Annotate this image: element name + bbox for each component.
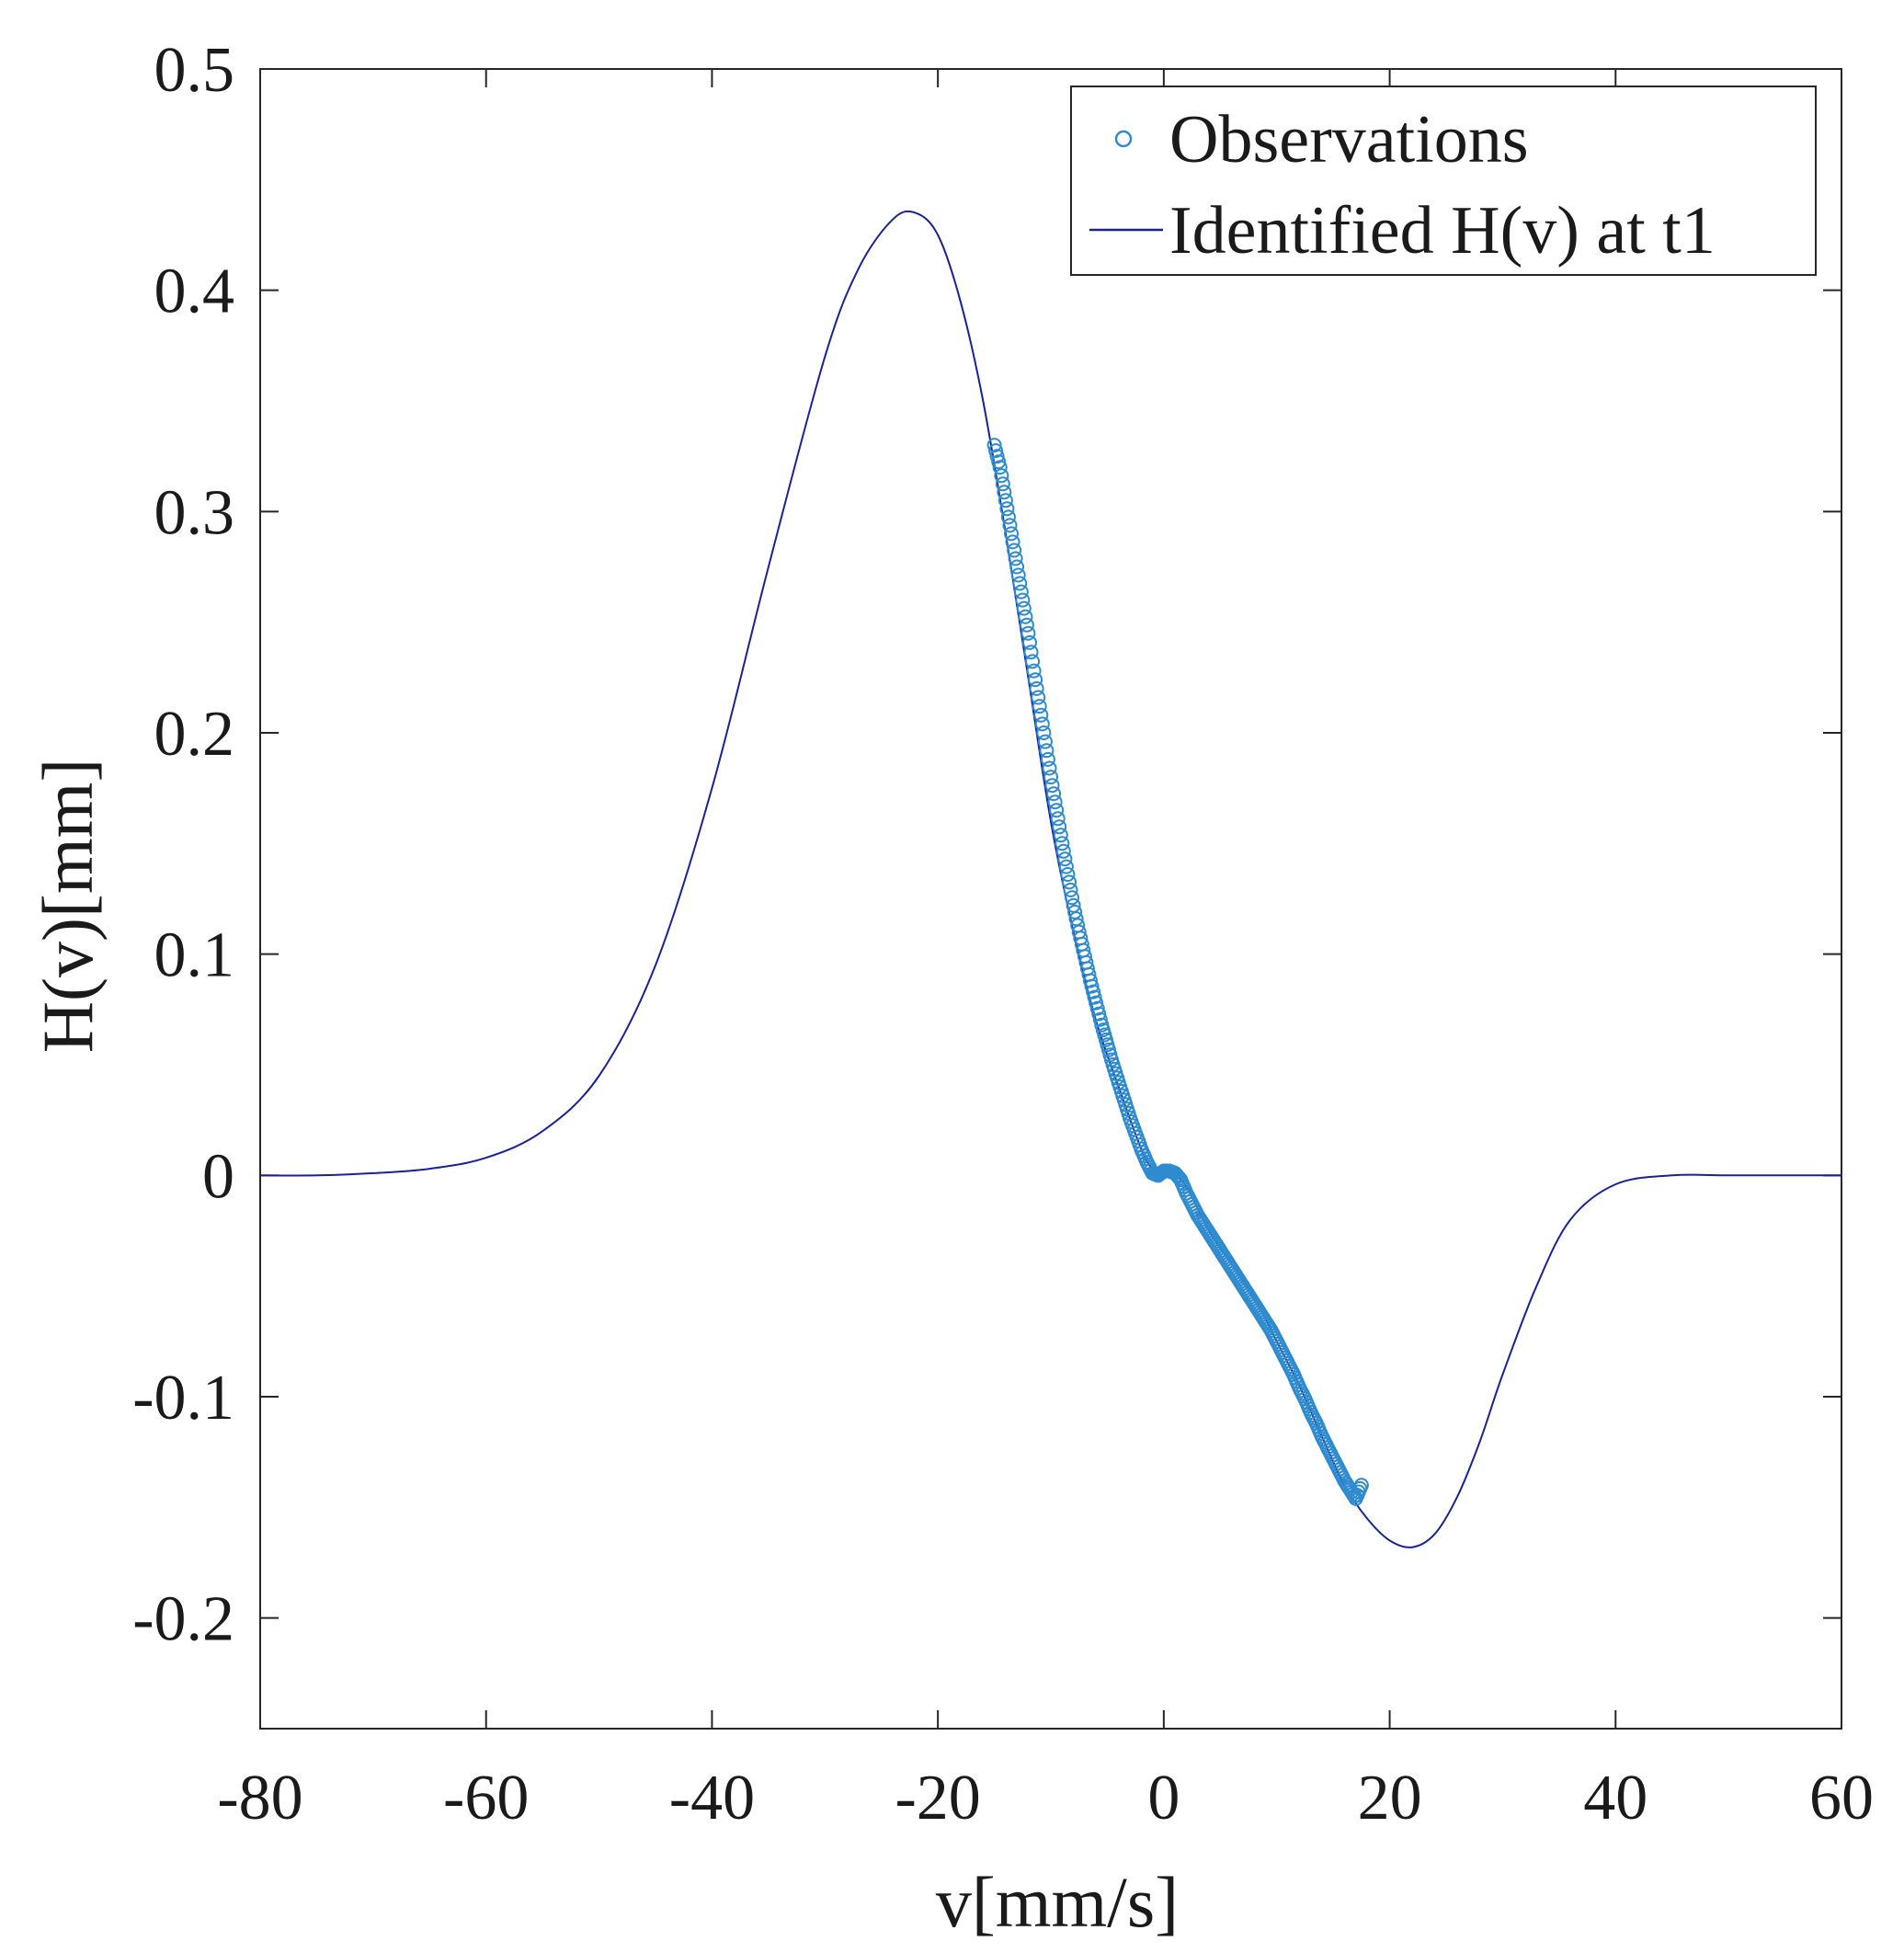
- y-axis-label: H(v)[mm]: [28, 759, 108, 1054]
- tick-marks: [259, 68, 1842, 1729]
- observation-point: [1032, 699, 1047, 714]
- y-tick-label: 0.4: [154, 257, 235, 327]
- observation-point: [1004, 526, 1019, 542]
- observation-point: [1058, 859, 1074, 874]
- x-tick-label: -40: [669, 1763, 755, 1833]
- y-tick-label: -0.1: [132, 1363, 234, 1433]
- observation-point: [1026, 663, 1042, 679]
- observation-point: [1036, 725, 1052, 740]
- observation-point: [998, 493, 1013, 508]
- observation-point: [1025, 654, 1040, 669]
- legend-observations-marker: [1114, 130, 1133, 148]
- x-tick-label: -20: [895, 1763, 980, 1833]
- observation-point: [986, 438, 1002, 453]
- observation-point: [1019, 617, 1034, 633]
- y-tick-labels: -0.2 -0.1 0 0.1 0.2 0.3 0.4 0.5: [132, 35, 234, 1655]
- observation-point: [1007, 542, 1022, 558]
- observation-point: [1055, 836, 1070, 851]
- legend: Observations Identified H(v) at t1: [1070, 86, 1817, 276]
- observation-point: [1033, 707, 1049, 723]
- observation-point: [1023, 645, 1039, 660]
- observation-point: [1067, 904, 1083, 919]
- observation-point: [1066, 897, 1081, 913]
- observation-point: [1047, 794, 1063, 810]
- observation-point: [1022, 634, 1037, 650]
- y-tick-label: 0.1: [154, 920, 235, 991]
- observation-point: [995, 476, 1010, 492]
- observations-series: [986, 438, 1369, 1506]
- y-tick-label: 0: [202, 1141, 234, 1212]
- observation-point: [1089, 995, 1104, 1011]
- observation-point: [1010, 567, 1026, 583]
- observation-point: [1028, 672, 1043, 688]
- observation-point: [1063, 882, 1078, 897]
- observation-point: [1029, 680, 1044, 696]
- y-tick-label: 0.2: [154, 699, 235, 770]
- observation-point: [1009, 559, 1025, 575]
- observation-point: [1013, 584, 1029, 600]
- x-tick-labels: -80 -60 -40 -20 0 20 40 60: [217, 1763, 1874, 1833]
- observation-point: [1039, 743, 1055, 759]
- observation-point: [1046, 786, 1062, 802]
- observation-point: [1050, 811, 1066, 827]
- observation-point: [1092, 1011, 1108, 1027]
- x-tick-label: 60: [1809, 1763, 1874, 1833]
- observation-point: [992, 460, 1008, 475]
- observation-point: [1089, 1000, 1105, 1016]
- observation-point: [1000, 509, 1016, 525]
- observation-point: [1018, 609, 1033, 624]
- observation-point: [1353, 1478, 1369, 1493]
- observation-point: [1049, 803, 1065, 818]
- legend-observations-label: Observations: [1169, 102, 1529, 177]
- observation-point: [988, 443, 1004, 459]
- observation-point: [1042, 760, 1057, 776]
- observation-point: [1034, 716, 1050, 732]
- observation-point: [997, 485, 1012, 500]
- x-tick-label: 20: [1358, 1763, 1422, 1833]
- observation-point: [1015, 592, 1031, 608]
- observation-point: [1057, 851, 1073, 867]
- y-tick-label: -0.2: [132, 1584, 234, 1655]
- observation-point: [1052, 819, 1067, 835]
- axes-box: [259, 68, 1842, 1730]
- observation-point: [1016, 600, 1032, 616]
- observation-point: [1084, 978, 1100, 994]
- observation-point: [1055, 843, 1071, 859]
- x-tick-label: 0: [1147, 1763, 1180, 1833]
- observation-point: [1031, 690, 1046, 705]
- observation-point: [1087, 989, 1102, 1005]
- observation-point: [1060, 867, 1076, 882]
- plot-area: [259, 210, 1841, 1548]
- observation-point: [991, 454, 1007, 470]
- y-tick-label: 0.3: [154, 477, 235, 548]
- observation-point: [1053, 828, 1068, 843]
- observation-point: [1083, 973, 1098, 988]
- observation-point: [1008, 551, 1023, 566]
- observation-point: [1091, 1006, 1107, 1022]
- y-tick-label: 0.5: [154, 35, 235, 106]
- observation-point: [1043, 770, 1058, 785]
- observation-point: [999, 501, 1015, 517]
- observation-point: [1037, 734, 1053, 749]
- observation-point: [1068, 911, 1084, 927]
- observation-point: [989, 449, 1005, 464]
- observation-point: [1044, 778, 1060, 794]
- legend-identified-label: Identified H(v) at t1: [1169, 193, 1716, 268]
- legend-box: [1070, 86, 1817, 276]
- observation-point: [994, 468, 1009, 484]
- observation-point: [1020, 625, 1036, 641]
- x-tick-label: 40: [1583, 1763, 1647, 1833]
- x-tick-label: -80: [217, 1763, 302, 1833]
- observation-point: [1062, 874, 1077, 890]
- observation-point: [1002, 518, 1018, 533]
- observation-point: [1086, 984, 1101, 999]
- observation-point: [1012, 576, 1028, 591]
- observation-point: [1040, 751, 1055, 767]
- observation-point: [1065, 890, 1079, 906]
- x-axis-label: v[mm/s]: [936, 1862, 1179, 1942]
- x-tick-label: -60: [443, 1763, 529, 1833]
- observation-point: [1005, 534, 1020, 550]
